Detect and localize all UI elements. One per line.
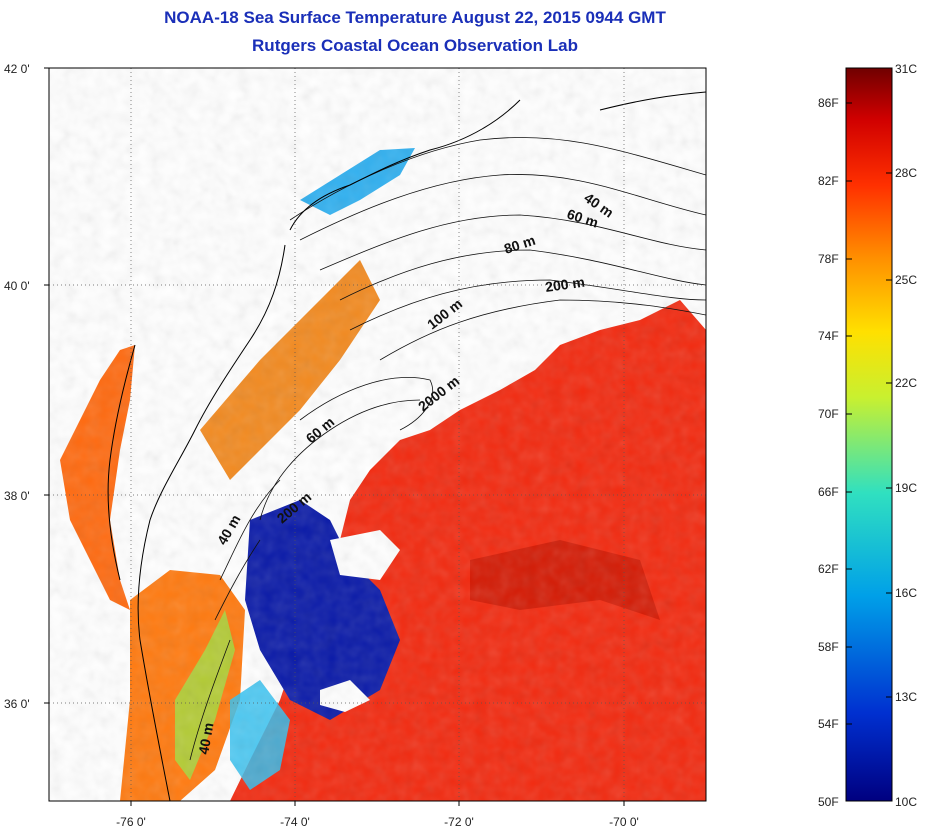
colorbar-ticks [846, 102, 892, 725]
contour-label: 200 m [544, 274, 586, 295]
celsius-label: 31C [895, 62, 917, 76]
bathymetry-contours [189, 136, 706, 761]
fahrenheit-label: 86F [818, 96, 839, 110]
celsius-label: 25C [895, 273, 917, 287]
celsius-label: 19C [895, 481, 917, 495]
fahrenheit-label: 66F [818, 485, 839, 499]
fahrenheit-label: 50F [818, 795, 839, 809]
lon-tick-label: -70 0' [609, 815, 639, 829]
lat-tick-label: 36 0' [4, 697, 30, 711]
lat-tick-label: 40 0' [4, 279, 30, 293]
lon-tick-label: -76 0' [116, 815, 146, 829]
fahrenheit-label: 78F [818, 252, 839, 266]
temperature-colorbar [845, 67, 893, 802]
coastline [107, 91, 706, 801]
lat-tick-label: 38 0' [4, 489, 30, 503]
map-frame [48, 67, 707, 802]
lon-tick-label: -74 0' [280, 815, 310, 829]
fahrenheit-label: 70F [818, 407, 839, 421]
map-title: NOAA-18 Sea Surface Temperature August 2… [164, 8, 666, 27]
contour-label: 40 m [195, 721, 216, 755]
axis-ticks [44, 67, 625, 806]
fahrenheit-label: 62F [818, 562, 839, 576]
fahrenheit-label: 54F [818, 717, 839, 731]
lat-tick-label: 42 0' [4, 62, 30, 76]
fahrenheit-label: 58F [818, 640, 839, 654]
map-subtitle: Rutgers Coastal Ocean Observation Lab [252, 36, 578, 55]
fahrenheit-label: 82F [818, 174, 839, 188]
celsius-label: 22C [895, 376, 917, 390]
celsius-label: 28C [895, 166, 917, 180]
fahrenheit-label: 74F [818, 329, 839, 343]
celsius-label: 16C [895, 586, 917, 600]
graticule [49, 68, 706, 801]
celsius-label: 13C [895, 690, 917, 704]
lon-tick-label: -72 0' [444, 815, 474, 829]
map-panel: 40 m 60 m 80 m 200 m 100 m 2000 m 60 m 2… [49, 68, 706, 801]
celsius-label: 10C [895, 795, 917, 809]
